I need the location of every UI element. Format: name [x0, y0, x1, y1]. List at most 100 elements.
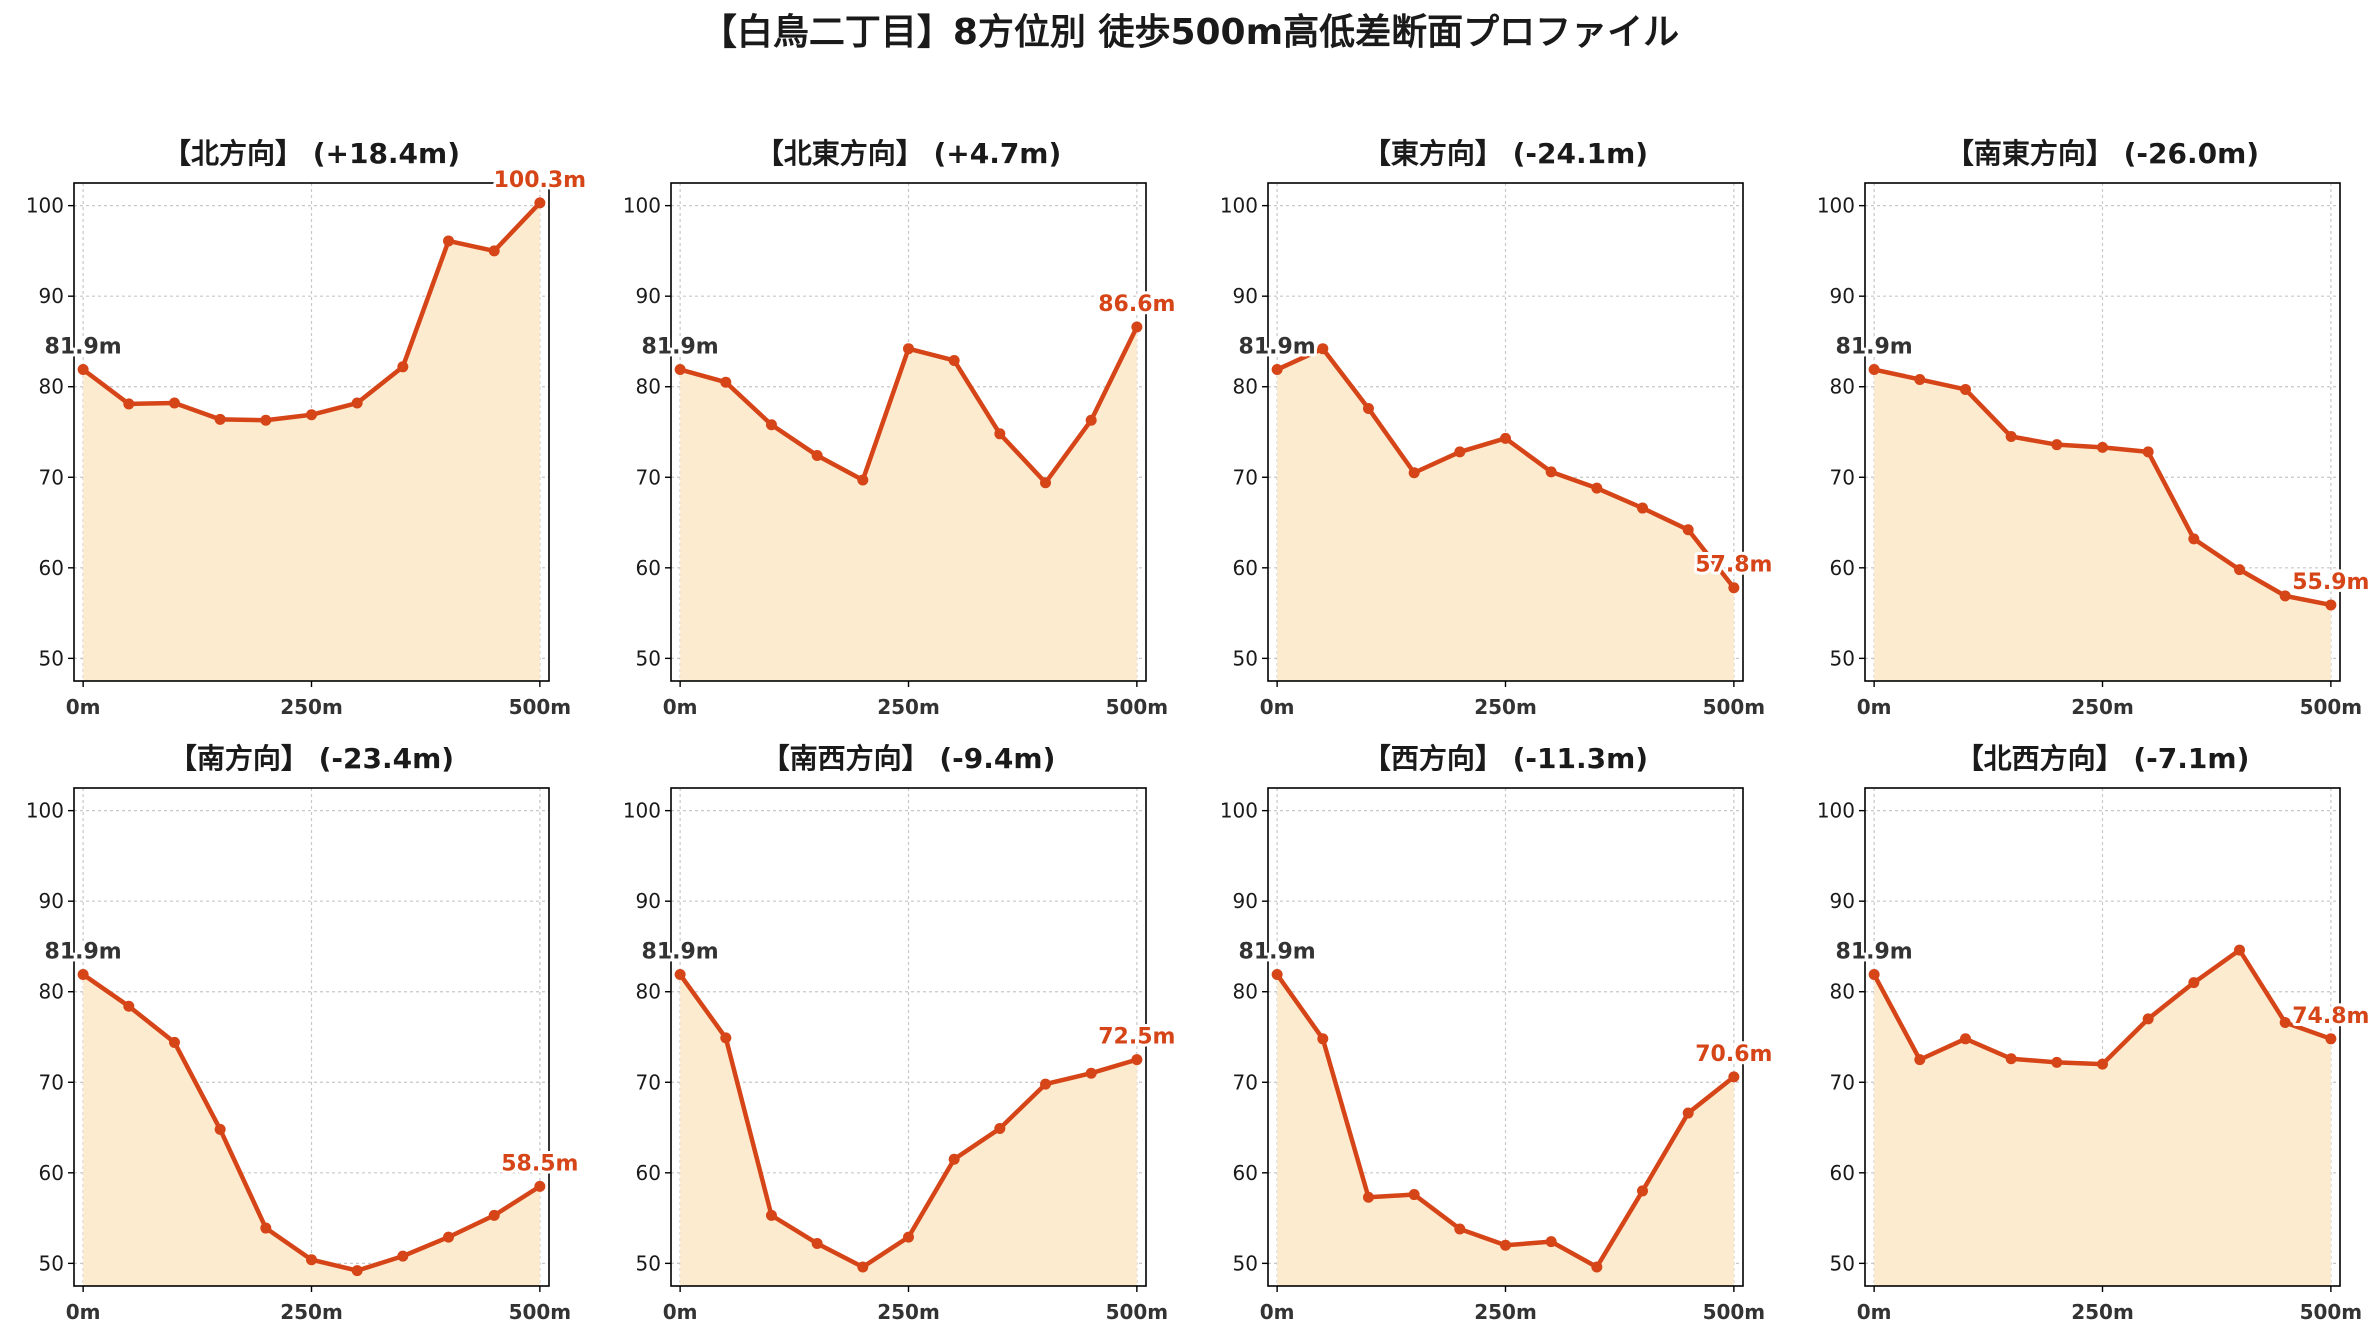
start-value-label: 81.9m: [1239, 940, 1316, 965]
data-point: [674, 969, 686, 981]
y-tick-label: 60: [39, 1161, 64, 1185]
data-point: [488, 1209, 500, 1221]
data-point: [1682, 1107, 1694, 1119]
data-point: [2142, 446, 2154, 458]
y-tick-label: 70: [1830, 1070, 1855, 1094]
y-tick-label: 50: [1830, 646, 1855, 670]
data-point: [1271, 969, 1283, 981]
x-tick-label: 250m: [280, 1300, 343, 1324]
x-tick-label: 250m: [280, 695, 343, 719]
data-point: [903, 343, 914, 355]
data-point: [397, 1250, 409, 1262]
x-tick-label: 0m: [663, 695, 698, 719]
data-point: [2325, 599, 2337, 611]
start-value-label: 81.9m: [45, 940, 122, 965]
y-tick-label: 90: [636, 284, 661, 308]
x-tick-label: 250m: [2071, 695, 2134, 719]
data-point: [1959, 1033, 1971, 1045]
data-point: [1545, 1236, 1557, 1248]
y-tick-label: 70: [39, 1070, 64, 1094]
panel-3: 【南東方向】 (-26.0m) 50 60 70 80 90 100 0m 250m 500m 81…: [1817, 137, 2373, 719]
y-tick-label: 90: [1830, 889, 1855, 913]
data-point: [214, 1123, 226, 1135]
data-point: [1500, 432, 1511, 444]
start-value-label: 81.9m: [1836, 335, 1913, 360]
data-point: [994, 1122, 1006, 1134]
data-point: [1408, 1189, 1420, 1201]
panel-0: 【北方向】 (+18.4m) 50 60 70 80 90 100 0m 250m 500m 81.…: [26, 137, 589, 719]
data-point: [1085, 414, 1097, 426]
x-tick-label: 250m: [877, 1300, 940, 1324]
area-fill: [680, 974, 1137, 1286]
area-fill: [83, 202, 540, 682]
data-point: [1085, 1067, 1097, 1079]
data-point: [948, 1153, 960, 1165]
y-tick-label: 50: [1233, 1251, 1258, 1275]
panel-title: 【北東方向】 (+4.7m): [756, 137, 1062, 170]
y-tick-label: 50: [1233, 646, 1258, 670]
data-point: [857, 474, 869, 486]
data-point: [168, 397, 180, 409]
x-tick-label: 0m: [1857, 1300, 1892, 1324]
data-point: [488, 245, 500, 257]
data-point: [1545, 466, 1557, 478]
data-point: [1271, 364, 1283, 376]
data-point: [1728, 582, 1740, 594]
data-point: [1728, 1071, 1740, 1083]
data-point: [1682, 524, 1694, 536]
x-tick-label: 0m: [66, 695, 101, 719]
data-point: [2279, 590, 2291, 602]
data-point: [443, 235, 455, 247]
y-tick-label: 80: [1830, 980, 1855, 1004]
y-tick-label: 60: [1233, 1161, 1258, 1185]
data-point: [2234, 564, 2246, 576]
panel-4: 【南方向】 (-23.4m) 50 60 70 80 90 100 0m 250m 500m 81.…: [26, 742, 582, 1324]
y-tick-label: 100: [26, 194, 64, 218]
y-tick-label: 60: [39, 556, 64, 580]
data-point: [765, 1209, 777, 1221]
y-tick-label: 50: [39, 1251, 64, 1275]
data-point: [765, 419, 777, 431]
y-tick-label: 70: [636, 1070, 661, 1094]
data-point: [1637, 1185, 1649, 1197]
x-tick-label: 250m: [1474, 695, 1537, 719]
y-tick-label: 50: [636, 1251, 661, 1275]
data-point: [1362, 1191, 1374, 1203]
panel-title: 【南東方向】 (-26.0m): [1946, 137, 2259, 170]
data-point: [260, 1222, 272, 1234]
panel-5: 【南西方向】 (-9.4m) 50 60 70 80 90 100 0m 250m 500m 81.…: [623, 742, 1179, 1324]
x-tick-label: 500m: [1703, 695, 1766, 719]
y-tick-label: 50: [636, 646, 661, 670]
area-fill: [1277, 974, 1734, 1286]
start-value-label: 81.9m: [1239, 335, 1316, 360]
data-point: [811, 450, 823, 462]
data-point: [306, 1254, 317, 1266]
y-tick-label: 70: [1233, 1070, 1258, 1094]
area-fill: [1874, 369, 2331, 681]
data-point: [857, 1261, 869, 1273]
start-value-label: 81.9m: [1836, 940, 1913, 965]
panel-1: 【北東方向】 (+4.7m) 50 60 70 80 90 100 0m 250m 500m 81.…: [623, 137, 1179, 719]
data-point: [1040, 477, 1052, 489]
x-tick-label: 500m: [2300, 1300, 2363, 1324]
y-tick-label: 50: [39, 646, 64, 670]
data-point: [2188, 533, 2200, 545]
data-point: [720, 1032, 732, 1044]
panel-2: 【東方向】 (-24.1m) 50 60 70 80 90 100 0m 250m 500m 81.…: [1220, 137, 1776, 719]
end-value-label: 55.9m: [2292, 570, 2369, 595]
y-tick-label: 80: [636, 980, 661, 1004]
panel-6: 【西方向】 (-11.3m) 50 60 70 80 90 100 0m 250m 500m 81.…: [1220, 742, 1776, 1324]
data-point: [1637, 502, 1649, 514]
data-point: [1040, 1078, 1052, 1090]
start-value-label: 81.9m: [45, 335, 122, 360]
end-value-label: 70.6m: [1695, 1042, 1772, 1067]
y-tick-label: 60: [1233, 556, 1258, 580]
y-tick-label: 100: [1817, 799, 1855, 823]
data-point: [2234, 944, 2246, 956]
y-tick-label: 100: [1220, 799, 1258, 823]
data-point: [1868, 364, 1880, 376]
data-point: [1317, 1033, 1329, 1045]
data-point: [1591, 482, 1603, 494]
end-value-label: 74.8m: [2292, 1004, 2369, 1029]
data-point: [994, 428, 1006, 440]
